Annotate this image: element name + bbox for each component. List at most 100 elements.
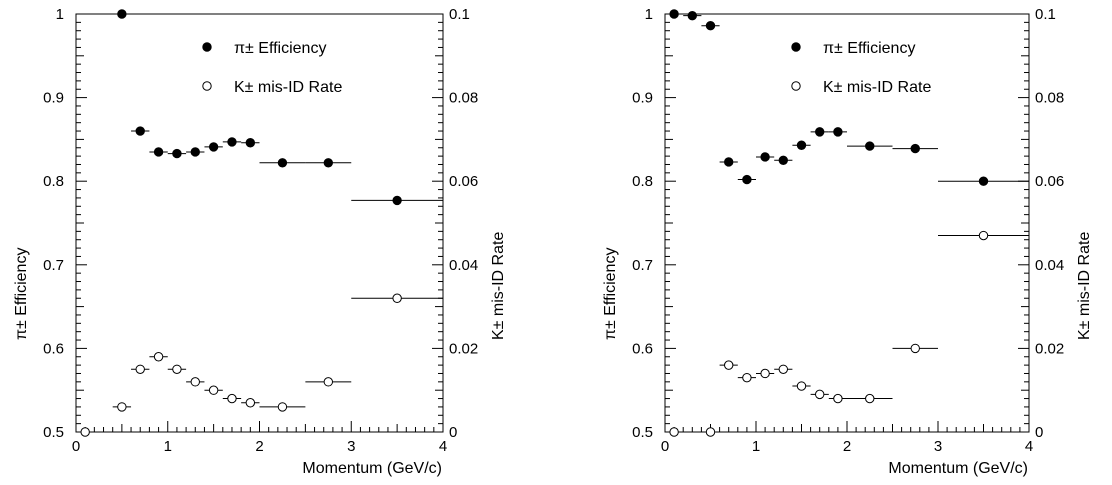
y-right-tick-label: 0.08 [449, 90, 478, 107]
data-point-filled [227, 137, 237, 147]
x-tick-label: 0 [661, 438, 669, 455]
y-left-tick-label: 1 [56, 6, 64, 23]
series-2 [76, 293, 443, 437]
data-point-open [392, 293, 402, 303]
y-right-tick-label: 0.08 [1035, 90, 1064, 107]
data-point-open [760, 368, 770, 379]
data-point-filled [978, 176, 989, 186]
legend-marker [202, 42, 212, 52]
y-right-tick-label: 0.1 [1035, 6, 1056, 23]
data-point-open [978, 230, 989, 241]
data-point-filled [724, 157, 734, 167]
data-point-open [323, 377, 334, 387]
data-point-open [227, 393, 237, 404]
data-point-filled [669, 9, 679, 19]
data-point-open [277, 402, 288, 412]
x-tick-label: 4 [439, 438, 447, 455]
legend-label: K± mis-ID Rate [234, 79, 342, 96]
y-right-tick-label: 0.04 [1035, 257, 1064, 274]
y-left-tick-label: 0.8 [43, 173, 64, 190]
data-point-open [833, 393, 843, 404]
y-right-tick-label: 0.06 [1035, 173, 1064, 190]
legend-marker [791, 81, 801, 91]
data-point-filled [323, 158, 334, 168]
plot-frame [664, 13, 1030, 433]
x-tick-label: 3 [934, 438, 942, 455]
data-point-open [153, 352, 164, 362]
data-point-filled [245, 138, 256, 148]
y-left-tick-label: 1 [645, 6, 653, 23]
data-point-open [117, 402, 127, 412]
y-right-tick-label: 0.02 [1035, 340, 1064, 357]
legend-label: π± Efficiency [823, 40, 915, 57]
x-tick-label: 3 [347, 438, 355, 455]
data-point-filled [117, 9, 127, 19]
legend: π± Efficiency K± mis-ID Rate [202, 40, 342, 96]
legend: π± Efficiency K± mis-ID Rate [791, 40, 931, 96]
x-axis-label: Momentum (GeV/c) [888, 460, 1028, 477]
data-point-filled [760, 152, 770, 162]
y-left-axis-label: π± Efficiency [602, 248, 619, 340]
data-point-open [669, 427, 679, 437]
y-right-tick-label: 0.02 [449, 340, 478, 357]
legend-label: K± mis-ID Rate [823, 79, 931, 96]
legend-marker [202, 81, 212, 91]
y-right-tick-label: 0.04 [449, 257, 478, 274]
y-left-axis-label: π± Efficiency [13, 248, 30, 340]
data-point-open [705, 427, 716, 437]
x-tick-label: 1 [164, 438, 172, 455]
data-point-open [135, 364, 145, 374]
x-tick-label: 1 [752, 438, 760, 455]
data-point-filled [392, 195, 402, 206]
y-right-axis-label: K± mis-ID Rate [1076, 232, 1093, 340]
data-point-open [190, 377, 200, 387]
y-right-tick-label: 0.1 [449, 6, 470, 23]
data-point-open [208, 385, 219, 395]
data-point-open [724, 360, 734, 370]
series-1 [665, 9, 1029, 186]
y-right-axis-label: K± mis-ID Rate [490, 232, 507, 340]
data-point-open [910, 343, 920, 354]
data-point-open [778, 364, 788, 374]
y-left-tick-label: 0.6 [43, 340, 64, 357]
data-point-filled [778, 155, 788, 166]
y-right-tick-label: 0.06 [449, 173, 478, 190]
series-2 [669, 230, 1029, 437]
x-tick-label: 4 [1025, 438, 1033, 455]
data-point-filled [687, 10, 697, 21]
y-left-tick-label: 0.7 [632, 257, 653, 274]
data-point-filled [865, 141, 875, 151]
data-point-filled [153, 147, 164, 157]
y-left-tick-label: 0.9 [43, 90, 64, 107]
data-point-open [245, 398, 256, 408]
data-point-open [796, 381, 807, 391]
data-point-filled [277, 158, 288, 168]
chart-panel-2: 0 1 2 3 4 0.5 0.6 0.7 0.8 0.9 1 0 0.02 0.04 0.06 0.08 0.… [602, 6, 1093, 477]
data-point-filled [796, 140, 807, 150]
x-axis-label: Momentum (GeV/c) [302, 460, 442, 477]
data-point-open [172, 364, 182, 374]
y-left-tick-label: 0.6 [632, 340, 653, 357]
data-point-filled [910, 143, 920, 154]
chart-panel-1: 0 1 2 3 4 0.5 0.6 0.7 0.8 0.9 1 0 0.02 0.04 0.06 0.08 0.… [13, 6, 507, 477]
y-left-tick-label: 0.5 [43, 424, 64, 441]
data-point-open [742, 372, 752, 383]
data-point-open [80, 427, 90, 437]
x-tick-label: 2 [255, 438, 263, 455]
y-right-tick-label: 0 [449, 424, 457, 441]
legend-marker [791, 42, 801, 52]
data-point-filled [833, 127, 843, 137]
data-point-filled [135, 126, 145, 136]
data-point-open [815, 389, 825, 400]
data-point-filled [815, 127, 825, 137]
y-left-tick-label: 0.9 [632, 90, 653, 107]
data-point-filled [190, 147, 200, 157]
x-tick-label: 0 [72, 438, 80, 455]
x-tick-label: 2 [843, 438, 851, 455]
data-point-filled [742, 174, 752, 185]
data-point-filled [705, 21, 716, 31]
data-point-open [865, 393, 875, 404]
y-left-tick-label: 0.8 [632, 173, 653, 190]
legend-label: π± Efficiency [234, 40, 326, 57]
